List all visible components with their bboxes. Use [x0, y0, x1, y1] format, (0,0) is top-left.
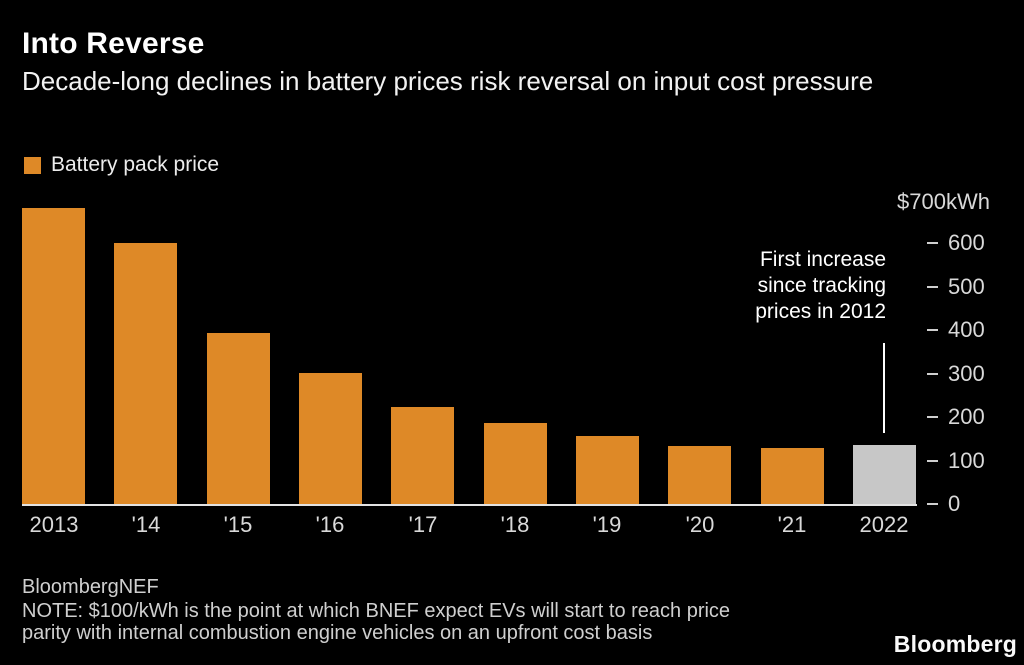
y-tick-dash-100 [927, 460, 938, 462]
y-tick-label-400: 400 [948, 317, 985, 342]
x-tick-label-21: '21 [777, 512, 807, 537]
bar-18 [484, 423, 547, 504]
annotation-line-1: First increase [759, 248, 886, 271]
annotation-pointer-line [883, 343, 885, 433]
bar-16 [299, 373, 362, 504]
chart-title: Into Reverse [22, 27, 205, 60]
annotation-text: First increase since tracking prices in … [600, 247, 886, 325]
source-label: BloombergNEF [22, 576, 159, 598]
y-tick-label-600: 600 [948, 230, 985, 255]
bar-2013 [22, 208, 85, 504]
note-line-2: parity with internal combustion engine v… [22, 622, 653, 644]
bar-14 [114, 243, 177, 504]
y-tick-dash-300 [927, 373, 938, 375]
y-tick-label-100: 100 [948, 448, 985, 473]
x-tick-label-18: '18 [500, 512, 530, 537]
bloomberg-logo: Bloomberg [893, 631, 1017, 657]
legend-swatch-icon [24, 156, 41, 174]
bar-21 [761, 448, 824, 504]
x-tick-label-14: '14 [131, 512, 161, 537]
chart-subtitle: Decade-long declines in battery prices r… [22, 66, 874, 96]
note-line-1: NOTE: $100/kWh is the point at which BNE… [22, 600, 731, 622]
annotation-line-3: prices in 2012 [755, 300, 886, 323]
x-tick-label-20: '20 [685, 512, 715, 537]
x-tick-label-16: '16 [315, 512, 345, 537]
bar-15 [207, 333, 270, 504]
bar-20 [668, 446, 731, 504]
x-tick-label-2013: 2013 [29, 512, 79, 537]
y-tick-dash-400 [927, 329, 938, 331]
legend-label: Battery pack price [51, 153, 220, 176]
y-tick-label-500: 500 [948, 274, 985, 299]
y-tick-dash-0 [927, 503, 938, 505]
bar-17 [391, 407, 454, 504]
bar-19 [576, 436, 639, 504]
y-tick-dash-500 [927, 286, 938, 288]
x-tick-label-17: '17 [408, 512, 438, 537]
x-axis-line [22, 504, 917, 506]
y-tick-label-300: 300 [948, 361, 985, 386]
y-tick-label-200: 200 [948, 404, 985, 429]
x-tick-label-15: '15 [223, 512, 253, 537]
x-tick-label-2022: 2022 [859, 512, 909, 537]
y-tick-dash-600 [927, 242, 938, 244]
bar-2022 [853, 445, 916, 504]
legend: Battery pack price [24, 153, 219, 177]
y-tick-dash-200 [927, 416, 938, 418]
annotation-line-2: since tracking [757, 274, 886, 297]
x-tick-label-19: '19 [592, 512, 622, 537]
y-tick-label-0: 0 [948, 491, 961, 516]
y-axis-unit-label: $700kWh [897, 189, 990, 214]
